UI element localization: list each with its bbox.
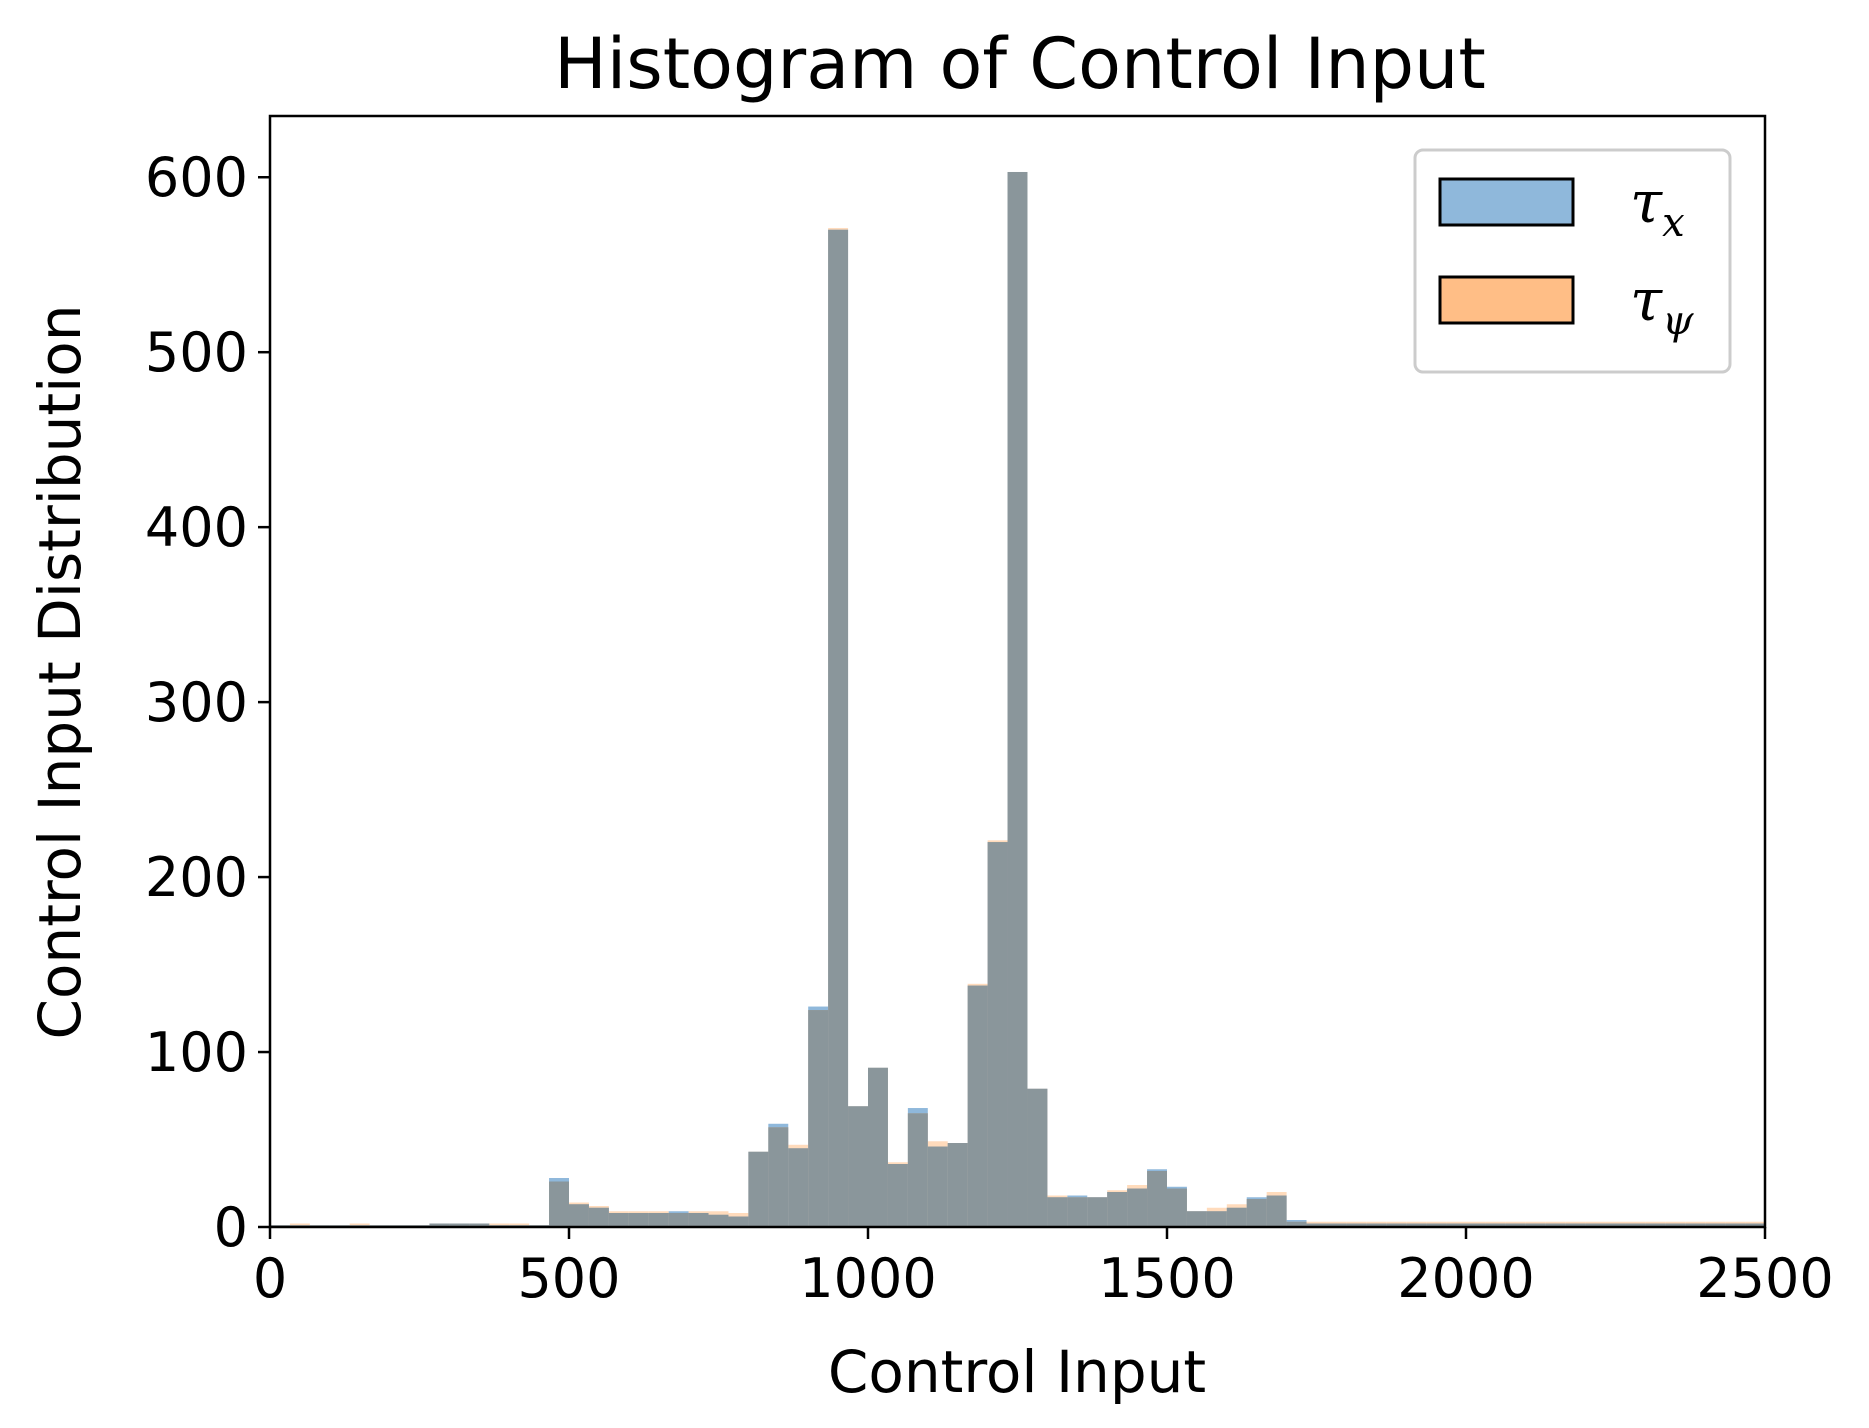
histogram-bar-overlap (1067, 1197, 1088, 1227)
y-tick-label: 400 (145, 496, 248, 559)
histogram-bar-overlap (1485, 1223, 1506, 1227)
overlap-layer (270, 171, 1765, 1228)
plot-frame (268, 114, 1767, 1229)
y-tick-label: 500 (145, 321, 248, 384)
legend: τx τψ (1413, 148, 1732, 374)
y-tick-label: 300 (145, 671, 248, 734)
histogram-bar-overlap (868, 1067, 888, 1227)
legend-label-tau-x: τx (1630, 168, 1685, 246)
histogram-bar-overlap (987, 842, 1008, 1227)
x-axis: 0 500 1000 1500 2000 2500 (253, 1227, 1834, 1310)
histogram-bar-overlap (1326, 1223, 1347, 1227)
histogram-bar-overlap (1346, 1223, 1367, 1227)
histogram-bar-overlap (1087, 1197, 1108, 1227)
histogram-bar-overlap (449, 1223, 470, 1227)
histogram-bar-overlap (848, 1106, 868, 1227)
histogram-bar-overlap (549, 1181, 569, 1227)
y-tick-label: 600 (145, 146, 248, 209)
histogram-bar-overlap (1386, 1223, 1407, 1227)
histogram-bar-overlap (1186, 1211, 1207, 1227)
y-tick-label: 100 (145, 1021, 248, 1084)
histogram-bar-overlap (1605, 1223, 1626, 1227)
histogram-bar-overlap (947, 1143, 968, 1227)
y-axis-label: Control Input Distribution (26, 304, 94, 1039)
histogram-bar-overlap (569, 1204, 589, 1227)
x-tick-label: 2000 (1397, 1247, 1534, 1310)
bars-layer (270, 171, 1765, 1228)
histogram-bar-overlap (728, 1216, 749, 1227)
histogram-bar-overlap (1625, 1223, 1646, 1227)
histogram-bar-overlap (1645, 1223, 1666, 1227)
histogram-bar-overlap (588, 1207, 609, 1227)
chart-title: Histogram of Control Input (554, 23, 1486, 105)
legend-swatch-tau-x (1438, 177, 1575, 227)
histogram-bar-overlap (967, 985, 988, 1227)
histogram-bar-overlap (1147, 1171, 1167, 1227)
histogram-bar-overlap (927, 1146, 948, 1227)
histogram-bar-overlap (1286, 1221, 1307, 1227)
x-tick-label: 500 (517, 1247, 620, 1310)
x-tick-label: 1000 (799, 1247, 936, 1310)
histogram-bar-overlap (608, 1213, 629, 1227)
legend-label-tau-psi: τψ (1630, 266, 1694, 344)
x-tick-label: 1500 (1098, 1247, 1235, 1310)
y-axis: 0 100 200 300 400 500 600 (145, 146, 270, 1259)
histogram-bar-overlap (1745, 1223, 1765, 1227)
histogram-bar-overlap (1306, 1223, 1327, 1227)
histogram-bar-overlap (1466, 1223, 1486, 1227)
histogram-bar-overlap (429, 1223, 450, 1227)
histogram-bar-overlap (768, 1127, 789, 1227)
histogram-bar-overlap (1665, 1223, 1686, 1227)
histogram-bar-overlap (1545, 1223, 1566, 1227)
histogram-bar-overlap (1246, 1199, 1267, 1227)
histogram-bar-overlap (1585, 1223, 1606, 1227)
histogram-bar-overlap (887, 1164, 908, 1227)
x-tick-label: 0 (253, 1247, 287, 1310)
histogram-bar-overlap (907, 1113, 928, 1227)
histogram-bar-overlap (1446, 1223, 1466, 1227)
x-tick-label: 2500 (1696, 1247, 1833, 1310)
histogram-bar-overlap (808, 1010, 829, 1227)
histogram-bar-overlap (748, 1151, 769, 1227)
histogram-bar-overlap (1266, 1195, 1287, 1227)
histogram-bar-overlap (1685, 1223, 1706, 1227)
y-tick-label: 0 (214, 1196, 248, 1259)
histogram-bar-overlap (708, 1214, 729, 1227)
histogram-bar-overlap (688, 1213, 709, 1227)
histogram-bar-overlap (648, 1213, 669, 1227)
histogram-bar-overlap (1107, 1192, 1128, 1227)
histogram-bar-overlap (1007, 171, 1028, 1228)
histogram-bar-overlap (1226, 1207, 1247, 1227)
histogram-bar-overlap (1127, 1188, 1148, 1227)
y-tick-label: 200 (145, 846, 248, 909)
histogram-bar-overlap (788, 1148, 809, 1227)
histogram-bar-overlap (1047, 1197, 1068, 1227)
histogram-bar-overlap (668, 1213, 689, 1227)
histogram-bar-overlap (828, 229, 849, 1228)
histogram-bar-overlap (1167, 1188, 1187, 1227)
histogram-bar-overlap (469, 1223, 490, 1227)
histogram-bar-overlap (1505, 1223, 1526, 1227)
x-axis-label: Control Input (828, 1338, 1206, 1406)
histogram-bar-overlap (1027, 1088, 1048, 1227)
histogram-bar-overlap (1406, 1223, 1427, 1227)
histogram-bar-overlap (1366, 1223, 1387, 1227)
histogram-bar-overlap (628, 1213, 649, 1227)
histogram-bar-overlap (1426, 1223, 1447, 1227)
histogram-bar-overlap (1206, 1211, 1227, 1227)
legend-swatch-tau-psi (1438, 275, 1575, 325)
histogram-bar-overlap (1705, 1223, 1726, 1227)
histogram-bar-overlap (1525, 1223, 1546, 1227)
histogram-bar-overlap (1565, 1223, 1586, 1227)
histogram-bar-overlap (1725, 1223, 1746, 1227)
